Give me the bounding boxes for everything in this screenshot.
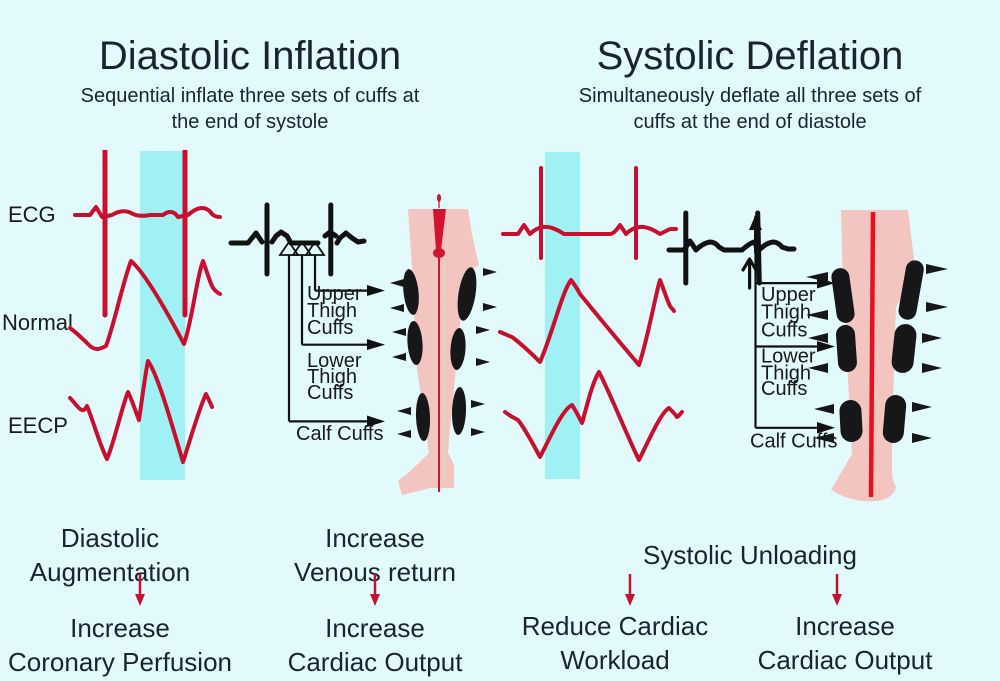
svg-text:Cuffs: Cuffs <box>307 317 353 339</box>
svg-text:Cuffs: Cuffs <box>761 378 807 400</box>
svg-text:EECP: EECP <box>8 413 68 438</box>
svg-text:Cuffs: Cuffs <box>761 319 807 341</box>
svg-text:Normal: Normal <box>2 310 73 335</box>
svg-text:Calf Cuffs: Calf Cuffs <box>296 423 383 445</box>
svg-text:Calf Cuffs: Calf Cuffs <box>750 430 837 452</box>
svg-text:ECG: ECG <box>8 202 56 227</box>
svg-text:Cuffs: Cuffs <box>307 382 353 404</box>
